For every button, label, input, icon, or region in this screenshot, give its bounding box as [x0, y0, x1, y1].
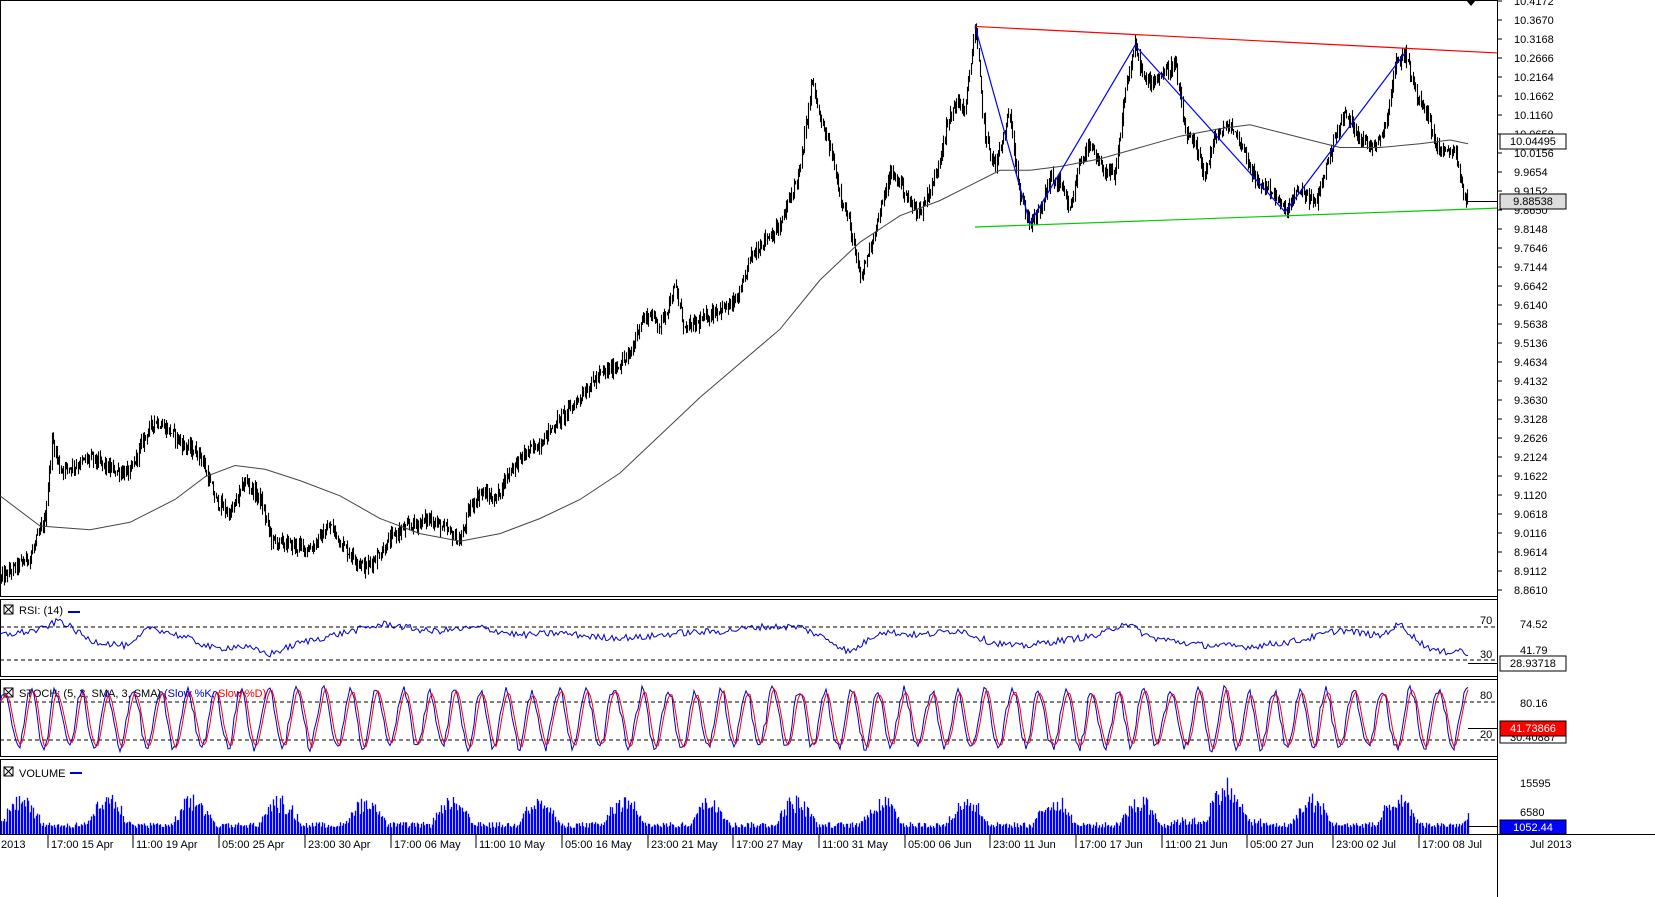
- price-tick-label: 9.5136: [1514, 338, 1548, 350]
- volume-panel[interactable]: VOLUME 15595 6580 1052.44: [0, 766, 1567, 835]
- price-tick-label: 9.8148: [1514, 224, 1548, 236]
- rsi-level-70: 70: [1480, 615, 1492, 627]
- rsi-panel[interactable]: 70 30 RSI: (14) 74.52 41.79 28.93718: [0, 604, 1567, 672]
- rsi-tick-1: 74.52: [1520, 619, 1548, 631]
- rsi-level-30: 30: [1480, 649, 1492, 661]
- x-axis-label: Jul 2013: [1530, 839, 1572, 851]
- x-axis-label: 11:00 10 May: [479, 839, 545, 851]
- stoch-level-20: 20: [1480, 729, 1492, 741]
- volume-bars: [0, 777, 1470, 834]
- resistance-trendline[interactable]: [974, 25, 1498, 54]
- price-tick-label: 9.2124: [1514, 452, 1548, 464]
- svg-text:9.88538: 9.88538: [1513, 196, 1553, 208]
- price-tick-label: 10.2666: [1514, 53, 1554, 65]
- stoch-title: STOCH: (5, 3, SMA, 3, SMA): [19, 688, 161, 700]
- x-axis-label: 05:00 06 Jun: [908, 839, 972, 851]
- stoch-slow-d-line: [0, 687, 1469, 750]
- price-tick-label: 9.9654: [1514, 167, 1548, 179]
- stoch-level-lines: [0, 701, 1497, 741]
- zigzag-pattern: [974, 26, 1406, 225]
- price-tick-label: 9.1622: [1514, 471, 1548, 483]
- price-tick-label: 10.4172: [1514, 0, 1554, 8]
- x-axis-label: 11:00 31 May: [822, 839, 888, 851]
- price-tick-label: 8.9614: [1514, 547, 1548, 559]
- price-tick-label: 10.1160: [1514, 110, 1553, 122]
- x-axis-label: 05:00 16 May: [565, 839, 632, 851]
- x-axis-label: 23:00 30 Apr: [308, 839, 371, 851]
- x-axis-label: 17:00 06 May: [394, 839, 461, 851]
- rsi-tick-2: 41.79: [1520, 645, 1548, 657]
- x-axis-label: 17:00 08 Jul: [1422, 839, 1482, 851]
- x-axis-label: 23:00 02 Jul: [1336, 839, 1396, 851]
- volume-title: VOLUME: [19, 768, 65, 780]
- svg-text:28.93718: 28.93718: [1510, 658, 1556, 670]
- volume-tick-1: 15595: [1520, 778, 1551, 790]
- rsi-value-box: 28.93718: [1468, 655, 1567, 672]
- price-tick-label: 9.4132: [1514, 376, 1548, 388]
- scroll-marker-icon[interactable]: [1466, 0, 1476, 6]
- price-tick-label: 9.6140: [1514, 300, 1548, 312]
- svg-text:10.04495: 10.04495: [1510, 136, 1556, 148]
- volume-bar: [0, 777, 1470, 834]
- volume-tick-2: 6580: [1520, 807, 1544, 819]
- x-axis-label: 05:00 27 Jun: [1250, 839, 1314, 851]
- x-axis-label: 17:00 17 Jun: [1079, 839, 1143, 851]
- rsi-checkbox-icon[interactable]: [3, 604, 14, 615]
- trendlines: [974, 25, 1498, 228]
- candle-wicks: [0, 23, 1469, 586]
- price-tick-label: 9.1120: [1514, 490, 1547, 502]
- price-tick-label: 9.4634: [1514, 357, 1548, 369]
- svg-text:41.73866: 41.73866: [1510, 723, 1556, 735]
- price-tick-label: 10.1662: [1514, 91, 1554, 103]
- last-price-box: 9.88538: [1468, 193, 1567, 210]
- price-candles: [0, 23, 1469, 586]
- price-tick-label: 10.3670: [1514, 15, 1554, 27]
- stoch-legend-d: Slow %D): [218, 688, 266, 700]
- rsi-level-lines: [0, 626, 1497, 661]
- stoch-tick-1: 80.16: [1520, 698, 1548, 710]
- price-panel[interactable]: 10.4172 10.3670 10.3168 10.2666 10.2164 10.16…: [0, 0, 1567, 597]
- x-axis-label: 05:00 25 Apr: [222, 839, 285, 851]
- price-tick-label: 8.8610: [1514, 585, 1548, 597]
- ma-value-box: 10.04495: [1499, 133, 1567, 150]
- stoch-slow-k-line: [0, 684, 1469, 754]
- moving-average-line: [0, 124, 1469, 542]
- volume-checkbox-icon[interactable]: [3, 766, 14, 777]
- price-tick-label: 9.6642: [1514, 281, 1548, 293]
- stoch-level-80: 80: [1480, 690, 1492, 702]
- price-tick-label: 9.7646: [1514, 243, 1548, 255]
- price-tick-label: 10.3168: [1514, 34, 1554, 46]
- price-tick-label: 8.9112: [1514, 566, 1547, 578]
- stoch-value-box: 30.40887 41.73866: [1468, 720, 1567, 744]
- x-axis-label: 17:00 15 Apr: [51, 839, 114, 851]
- price-tick-label: 9.7144: [1514, 262, 1548, 274]
- x-axis-label: 23:00 21 May: [651, 839, 718, 851]
- rsi-line: [0, 617, 1469, 658]
- x-axis-label: 2013: [1, 839, 25, 851]
- price-tick-label: 9.3128: [1514, 414, 1548, 426]
- x-axis-label: 23:00 11 Jun: [993, 839, 1056, 851]
- x-axis-label: 11:00 19 Apr: [136, 839, 198, 851]
- price-tick-label: 9.5638: [1514, 319, 1548, 331]
- price-tick-label: 9.0116: [1514, 528, 1547, 540]
- price-tick-label: 9.3630: [1514, 395, 1548, 407]
- volume-value-box: 1052.44: [1468, 819, 1567, 835]
- support-trendline[interactable]: [974, 207, 1498, 228]
- x-axis-label: 17:00 27 May: [736, 839, 803, 851]
- price-y-axis: 10.4172 10.3670 10.3168 10.2666 10.2164 10.16…: [1497, 0, 1554, 597]
- price-tick-label: 10.2164: [1514, 72, 1554, 84]
- rsi-title: RSI: (14): [19, 605, 63, 617]
- svg-text:1052.44: 1052.44: [1513, 822, 1553, 834]
- x-axis-label: 11:00 21 Jun: [1165, 839, 1228, 851]
- price-tick-label: 9.0618: [1514, 509, 1548, 521]
- stoch-panel[interactable]: 80 20 STOCH: (5, 3, SMA, 3, SMA) (Slow %…: [0, 684, 1567, 754]
- time-x-axis: 2013 17:00 15 Apr 11:00 19 Apr 05:00 25 Apr…: [1, 834, 1572, 851]
- price-tick-label: 10.0156: [1514, 148, 1554, 160]
- price-tick-label: 9.2626: [1514, 433, 1548, 445]
